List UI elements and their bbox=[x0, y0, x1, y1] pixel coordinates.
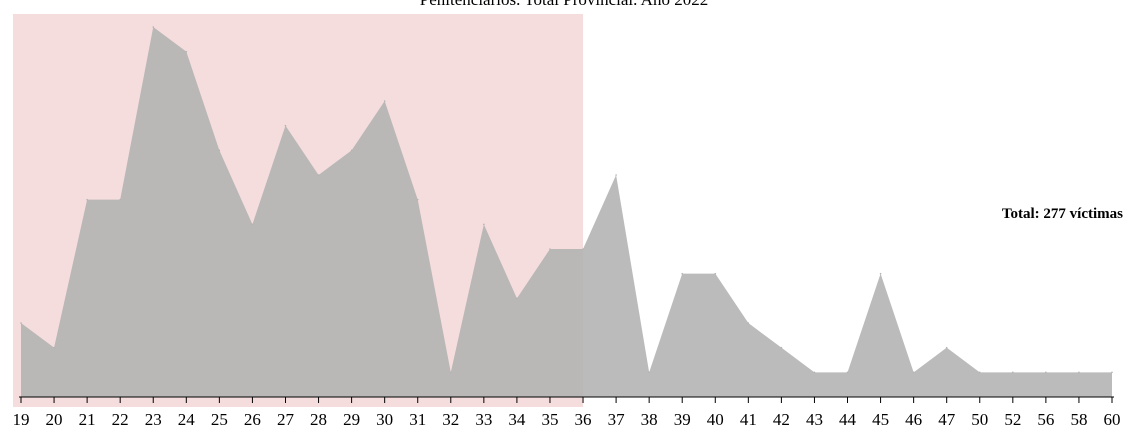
data-point-47 bbox=[945, 346, 948, 349]
data-point-32 bbox=[449, 371, 452, 374]
x-tick-label-42: 42 bbox=[773, 410, 790, 429]
data-point-26 bbox=[251, 223, 254, 226]
x-tick-label-38: 38 bbox=[641, 410, 658, 429]
x-tick-label-50: 50 bbox=[971, 410, 988, 429]
data-point-19 bbox=[20, 322, 22, 324]
x-tick-label-32: 32 bbox=[442, 410, 459, 429]
data-point-24 bbox=[185, 50, 188, 53]
x-tick-label-26: 26 bbox=[244, 410, 261, 429]
data-point-60 bbox=[1111, 371, 1113, 374]
x-tick-label-30: 30 bbox=[376, 410, 393, 429]
x-tick-label-25: 25 bbox=[211, 410, 228, 429]
x-tick-label-21: 21 bbox=[79, 410, 96, 429]
x-tick-label-41: 41 bbox=[740, 410, 757, 429]
data-point-35 bbox=[549, 248, 551, 250]
x-tick-label-45: 45 bbox=[872, 410, 889, 429]
data-point-45 bbox=[879, 272, 882, 275]
data-point-27 bbox=[284, 124, 287, 127]
data-point-40 bbox=[714, 272, 717, 275]
data-point-46 bbox=[912, 371, 915, 374]
x-tick-label-47: 47 bbox=[938, 410, 956, 429]
x-tick-label-22: 22 bbox=[112, 410, 129, 429]
x-tick-label-28: 28 bbox=[310, 410, 327, 429]
series-area bbox=[21, 27, 1112, 397]
data-point-25 bbox=[218, 149, 221, 152]
x-tick-label-36: 36 bbox=[575, 410, 592, 429]
data-point-31 bbox=[416, 198, 419, 201]
data-point-33 bbox=[483, 223, 485, 226]
x-tick-label-44: 44 bbox=[839, 410, 857, 429]
x-tick-label-40: 40 bbox=[707, 410, 724, 429]
x-tick-label-29: 29 bbox=[343, 410, 360, 429]
data-point-43 bbox=[813, 371, 816, 374]
x-tick-label-19: 19 bbox=[13, 410, 30, 429]
x-tick-label-56: 56 bbox=[1037, 410, 1054, 429]
x-tick-label-60: 60 bbox=[1104, 410, 1121, 429]
data-point-34 bbox=[516, 297, 518, 300]
data-point-37 bbox=[615, 174, 617, 176]
x-tick-label-34: 34 bbox=[508, 410, 526, 429]
data-point-22 bbox=[119, 198, 121, 201]
data-point-20 bbox=[53, 346, 55, 349]
x-tick-label-23: 23 bbox=[145, 410, 162, 429]
x-tick-label-24: 24 bbox=[178, 410, 196, 429]
data-point-58 bbox=[1078, 371, 1080, 374]
data-point-30 bbox=[383, 100, 386, 102]
data-point-21 bbox=[86, 198, 88, 201]
data-point-44 bbox=[846, 371, 849, 374]
data-point-29 bbox=[350, 149, 353, 152]
data-point-56 bbox=[1045, 371, 1047, 374]
data-point-39 bbox=[681, 272, 684, 275]
chart-title: Penitenciarios. Total Provincial. Año 20… bbox=[0, 0, 1128, 10]
data-point-50 bbox=[978, 371, 981, 374]
x-tick-label-37: 37 bbox=[608, 410, 626, 429]
total-annotation: Total: 277 víctimas bbox=[1001, 206, 1123, 222]
x-tick-label-35: 35 bbox=[541, 410, 558, 429]
x-tick-label-33: 33 bbox=[475, 410, 492, 429]
x-tick-label-27: 27 bbox=[277, 410, 295, 429]
x-tick-label-39: 39 bbox=[674, 410, 691, 429]
data-point-28 bbox=[317, 174, 320, 176]
x-tick-label-43: 43 bbox=[806, 410, 823, 429]
x-tick-label-52: 52 bbox=[1004, 410, 1021, 429]
x-tick-label-20: 20 bbox=[46, 410, 63, 429]
x-tick-label-58: 58 bbox=[1070, 410, 1087, 429]
data-point-42 bbox=[780, 346, 783, 349]
data-point-38 bbox=[648, 371, 650, 374]
data-point-23 bbox=[152, 26, 155, 28]
x-tick-label-31: 31 bbox=[409, 410, 426, 429]
data-point-41 bbox=[747, 322, 750, 324]
data-point-52 bbox=[1012, 371, 1014, 374]
data-point-36 bbox=[582, 248, 584, 250]
x-tick-label-46: 46 bbox=[905, 410, 922, 429]
